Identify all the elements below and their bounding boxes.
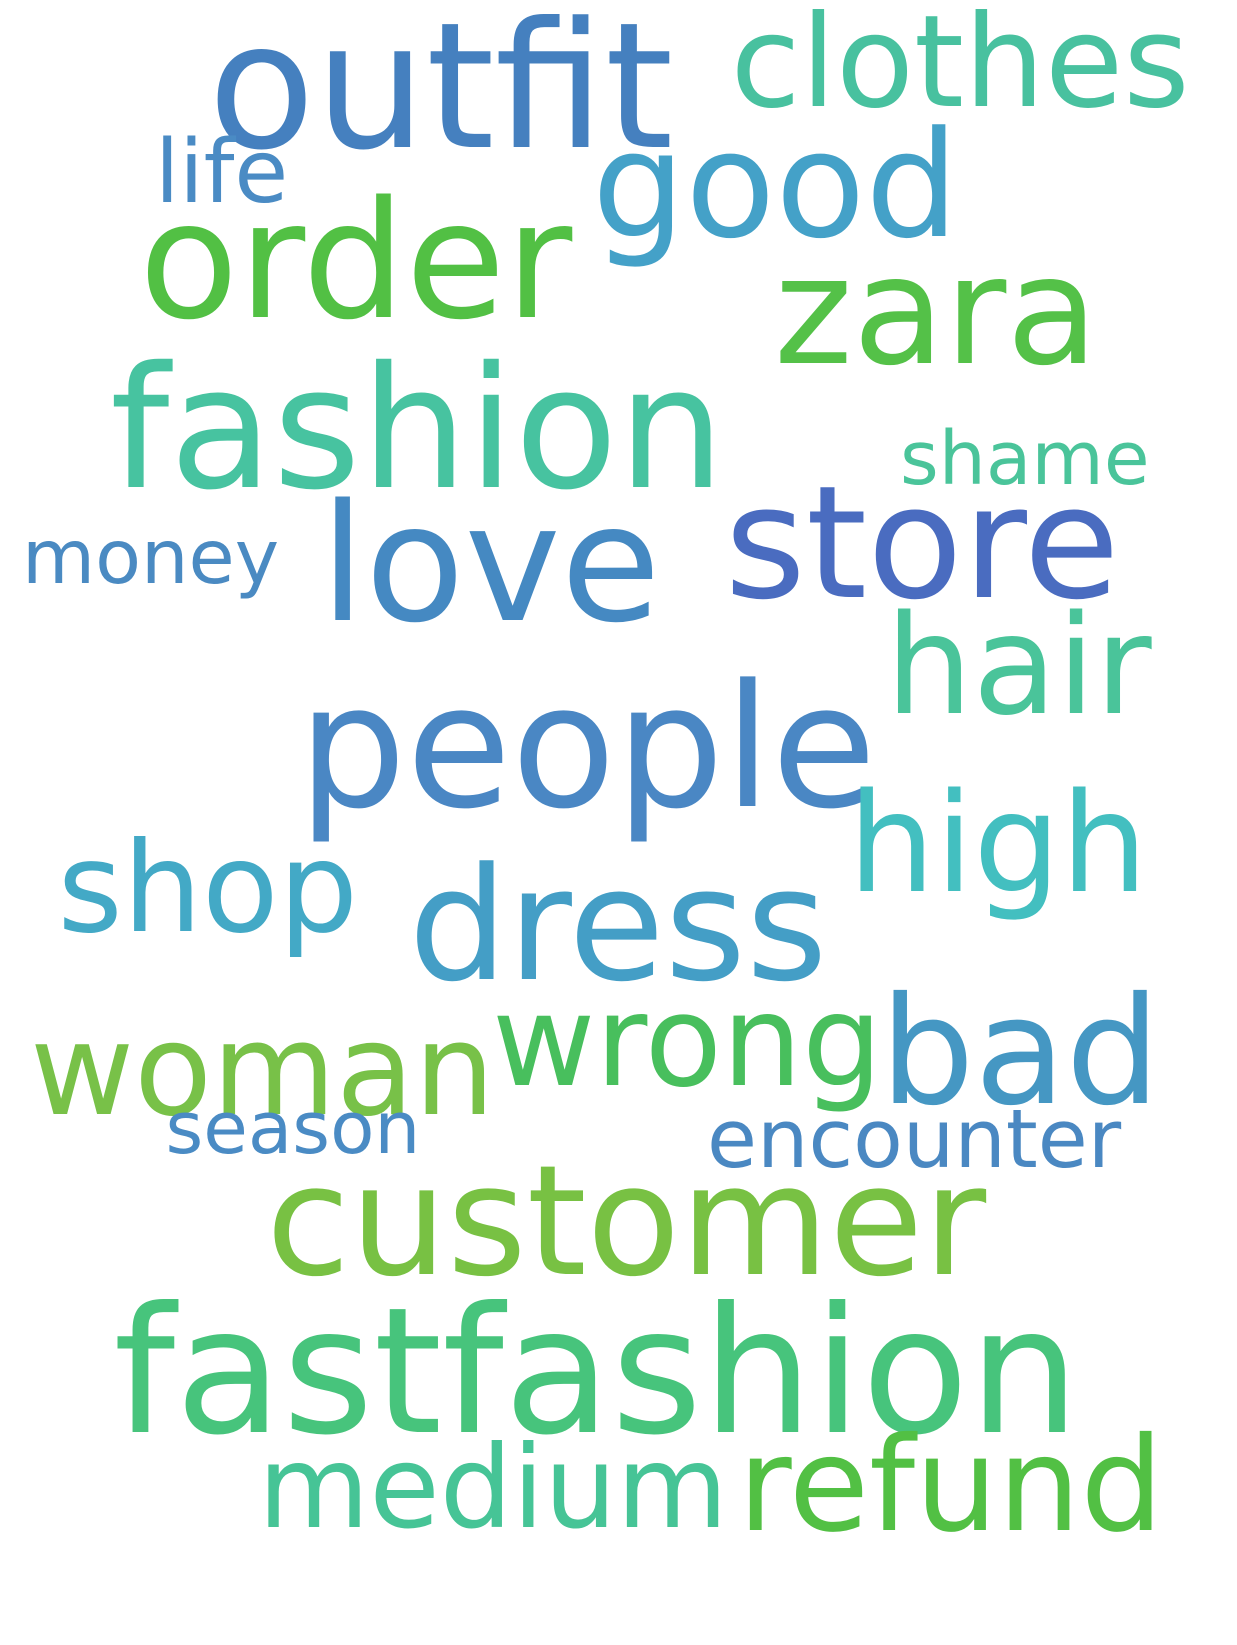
word-love: love	[320, 469, 661, 659]
word-wrong: wrong	[492, 967, 883, 1115]
word-bad: bad	[880, 965, 1161, 1139]
word-encounter: encounter	[707, 1093, 1122, 1187]
word-order: order	[139, 166, 573, 356]
word-shop: shop	[57, 814, 359, 961]
word-customer: customer	[266, 1133, 987, 1311]
word-dress: dress	[408, 833, 828, 1016]
word-people: people	[298, 648, 877, 847]
word-hair: hair	[885, 586, 1152, 746]
word-fastfashion: fastfashion	[113, 1270, 1080, 1474]
word-fashion: fashion	[110, 330, 725, 527]
word-medium: medium	[258, 1420, 728, 1554]
word-high: high	[848, 764, 1148, 924]
word-store: store	[724, 451, 1120, 634]
word-refund: refund	[738, 1408, 1164, 1561]
word-season: season	[165, 1086, 421, 1171]
word-money: money	[22, 513, 280, 601]
word-good: good	[592, 99, 959, 271]
word-zara: zara	[774, 225, 1099, 399]
word-woman: woman	[30, 996, 495, 1145]
word-life: life	[155, 121, 289, 223]
word-shame: shame	[900, 415, 1150, 502]
word-clothes: clothes	[730, 0, 1190, 137]
word-outfit: outfit	[208, 0, 674, 189]
